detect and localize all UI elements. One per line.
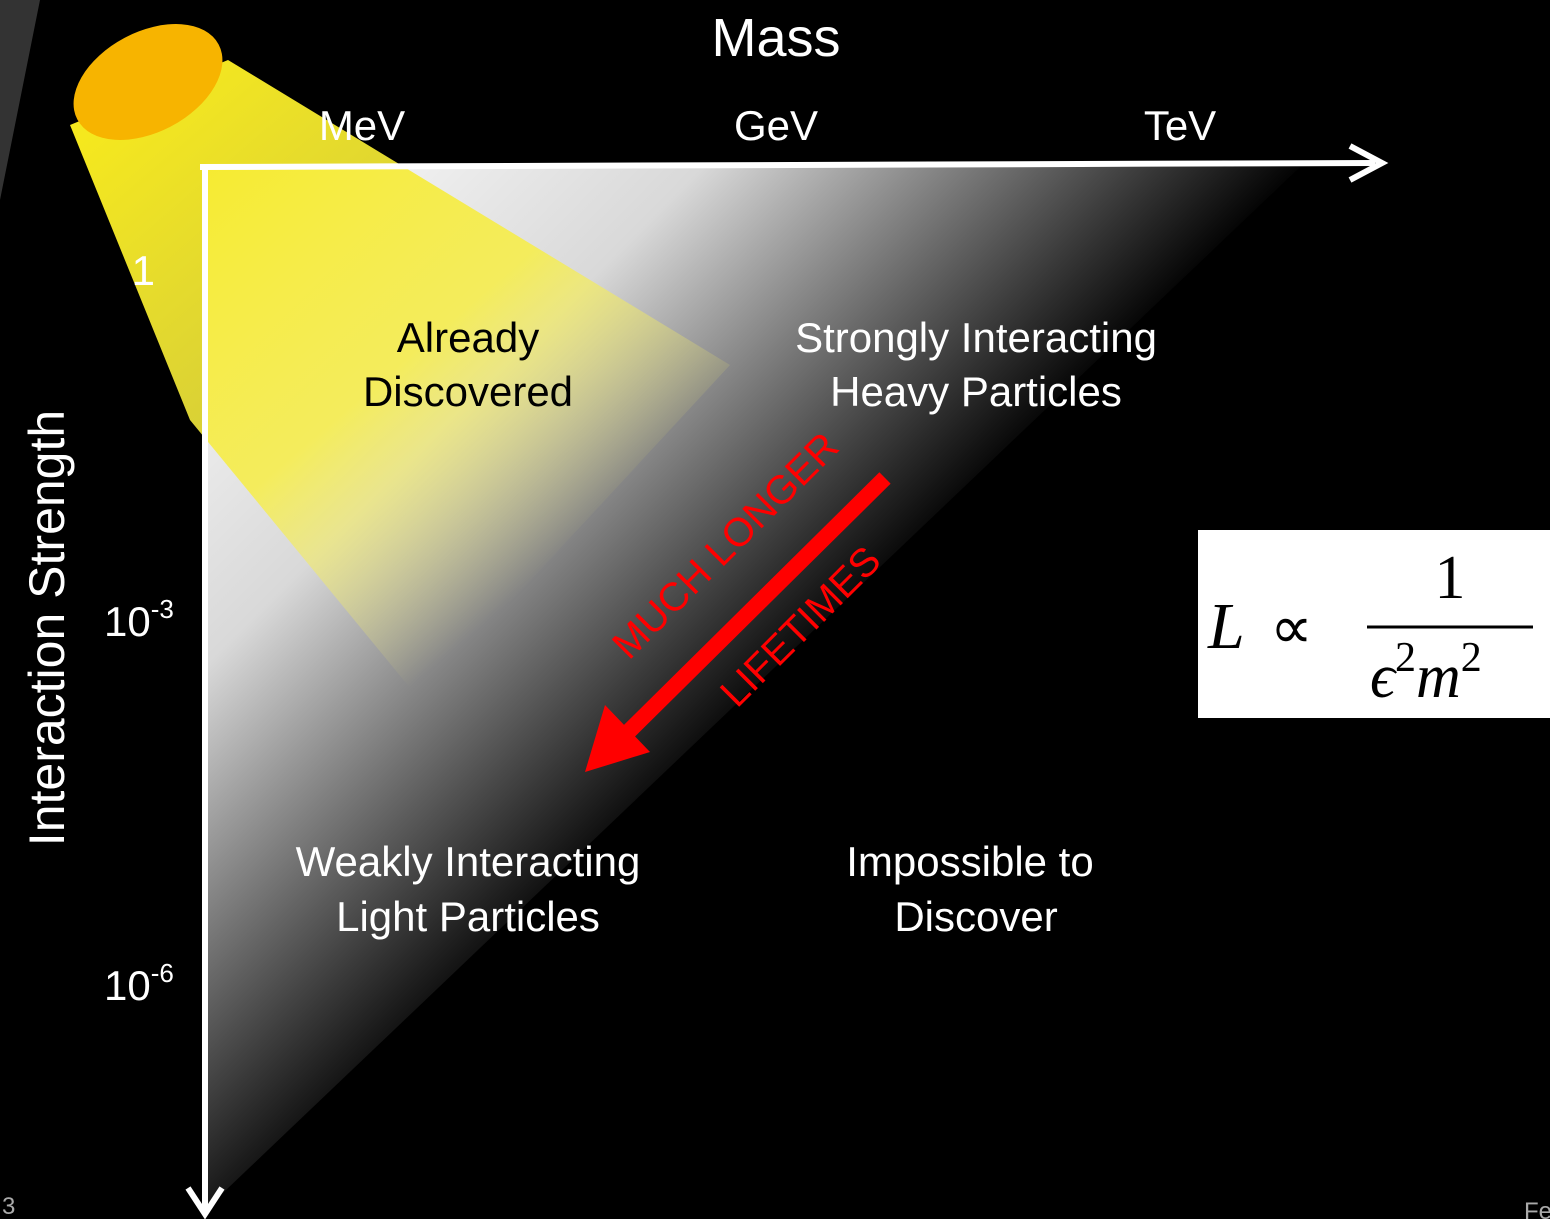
y-axis-arrowhead — [185, 1186, 225, 1219]
y-label-exponent: -6 — [151, 958, 174, 988]
x-axis — [199, 160, 1376, 170]
denominator-exponent: 2 — [1395, 635, 1416, 681]
x-axis-arrowhead — [1348, 143, 1389, 183]
formula: L ∝ 1 ϵ2m2 — [1207, 544, 1533, 711]
region-label: Light Particles — [336, 893, 600, 940]
x-label: TeV — [1144, 102, 1216, 149]
lamp-shadow — [0, 0, 40, 200]
denominator-base: ϵ — [1370, 643, 1397, 711]
y-label-exponent: -3 — [151, 594, 174, 624]
region-label: Strongly Interacting — [795, 314, 1157, 361]
spotlight-beam — [70, 60, 730, 700]
page-number: 3 — [2, 1193, 15, 1219]
formula-lhs: L — [1207, 590, 1245, 663]
region-label: Already — [397, 314, 539, 361]
formula-numerator: 1 — [1435, 544, 1466, 612]
region-label: Weakly Interacting — [296, 838, 641, 885]
y-label-base: 10 — [104, 598, 151, 645]
formula-box — [1198, 530, 1550, 718]
y-label: 10-3 — [104, 594, 174, 645]
footer-text: Fe — [1524, 1198, 1550, 1219]
formula-denominator: ϵ2m2 — [1370, 635, 1482, 711]
denominator-base: m — [1416, 643, 1461, 711]
x-axis-title: Mass — [711, 8, 840, 68]
region-label: Discover — [894, 893, 1057, 940]
formula-relation: ∝ — [1270, 595, 1313, 661]
y-label: 10-6 — [104, 958, 174, 1009]
y-axis-title: Interaction Strength — [19, 410, 75, 846]
region-label: Discovered — [363, 368, 573, 415]
region-label: Impossible to — [846, 838, 1093, 885]
region-label: Heavy Particles — [830, 368, 1122, 415]
spotlight-lamp — [73, 24, 223, 140]
denominator-exponent: 2 — [1461, 635, 1482, 681]
lifetime-arrow — [609, 472, 891, 751]
y-label: 1 — [132, 247, 155, 294]
x-label: MeV — [319, 102, 405, 149]
lifetime-arrowhead — [585, 705, 650, 772]
x-label: GeV — [734, 102, 818, 149]
y-label-base: 10 — [104, 962, 151, 1009]
